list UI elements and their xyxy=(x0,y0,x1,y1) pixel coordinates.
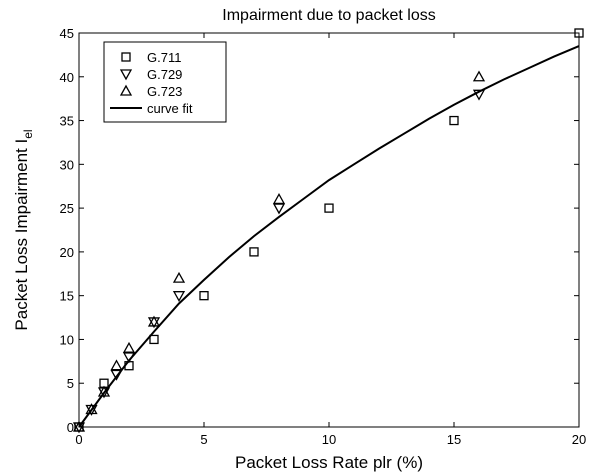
y-tick-label: 25 xyxy=(60,201,74,216)
legend-label-g-711: G.711 xyxy=(147,50,181,65)
y-axis-label-main: Packet Loss Impairment I xyxy=(12,139,31,331)
y-tick-label: 10 xyxy=(60,332,74,347)
x-tick-label: 0 xyxy=(75,432,82,447)
x-tick-label: 20 xyxy=(572,432,586,447)
x-axis-label: Packet Loss Rate plr (%) xyxy=(235,453,423,472)
legend-label-curve-fit: curve fit xyxy=(147,101,193,116)
y-tick-label: 40 xyxy=(60,70,74,85)
y-tick-label: 45 xyxy=(60,26,74,41)
y-axis-label-subscript: el xyxy=(21,129,35,138)
chart-title: Impairment due to packet loss xyxy=(222,7,435,24)
y-tick-label: 5 xyxy=(67,376,74,391)
y-tick-label: 20 xyxy=(60,245,74,260)
x-tick-label: 10 xyxy=(322,432,336,447)
x-tick-label: 5 xyxy=(200,432,207,447)
y-axis-label: Packet Loss Impairment Iel xyxy=(12,129,35,330)
x-tick-label: 15 xyxy=(447,432,461,447)
legend-label-g-729: G.729 xyxy=(147,67,182,82)
y-tick-label: 30 xyxy=(60,157,74,172)
legend: G.711 G.729 G.723 curve fit xyxy=(104,42,226,122)
y-tick-label: 35 xyxy=(60,114,74,129)
y-tick-label: 0 xyxy=(67,420,74,435)
legend-label-g-723: G.723 xyxy=(147,84,182,99)
y-tick-label: 15 xyxy=(60,289,74,304)
